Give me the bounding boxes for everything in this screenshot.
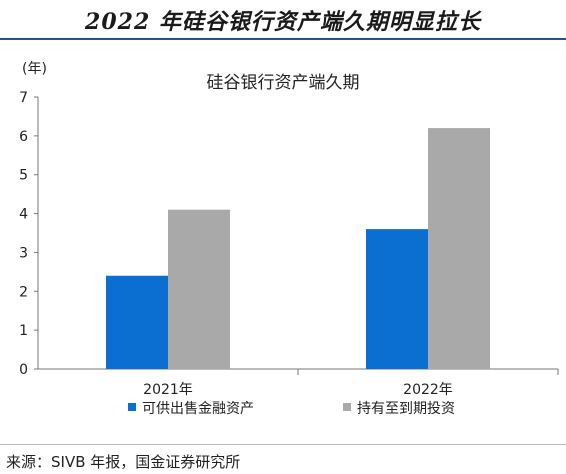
- bar-afs-2: [366, 229, 428, 369]
- headline-rule: [0, 38, 566, 40]
- chart-title: 硅谷银行资产端久期: [207, 73, 360, 93]
- y-tick-label: 0: [19, 362, 28, 378]
- y-tick-label: 1: [19, 323, 28, 339]
- y-tick-label: 2: [19, 284, 28, 300]
- y-tick-label: 3: [19, 245, 28, 261]
- y-tick-label: 5: [19, 168, 28, 184]
- legend-label: 持有至到期投资: [357, 401, 455, 417]
- legend-swatch: [343, 403, 351, 411]
- bar-chart: (年) 硅谷银行资产端久期 0 1 2 3 4 5 6 7 2021年 2022年 可供出售金融…: [19, 61, 559, 417]
- legend-swatch: [128, 403, 136, 411]
- bar-afs-1: [106, 275, 168, 369]
- x-tick-label: 2021年: [143, 382, 193, 398]
- y-axis-unit-label: (年): [22, 61, 47, 77]
- y-tick-label: 4: [19, 207, 28, 223]
- x-tick-label: 2022年: [403, 382, 453, 398]
- page-headline: 2022 年硅谷银行资产端久期明显拉长: [85, 9, 481, 35]
- legend-label: 可供出售金融资产: [142, 401, 254, 417]
- source-note: 来源：SIVB 年报，国金证券研究所: [6, 453, 241, 471]
- bar-htm-1: [168, 209, 230, 369]
- footer-rule: [0, 444, 566, 445]
- y-tick-label: 7: [19, 90, 28, 106]
- y-tick-label: 6: [19, 129, 28, 145]
- bar-htm-2: [428, 128, 490, 369]
